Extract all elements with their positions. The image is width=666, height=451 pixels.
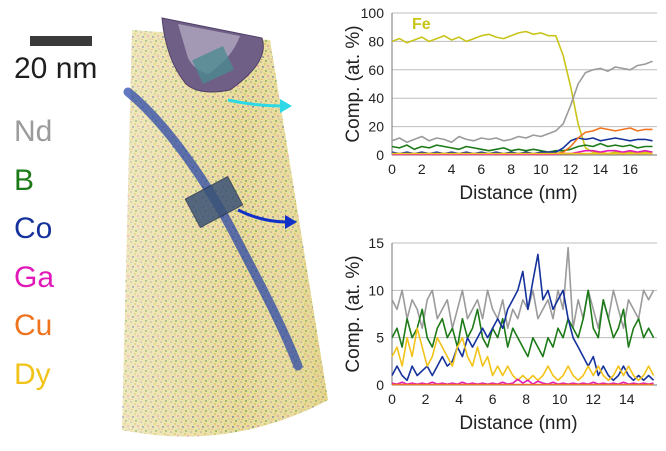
element-legend: Nd B Co Ga Cu Dy [14, 112, 54, 403]
chart2-y-tick-label-2: 10 [368, 282, 384, 298]
analysis-box-bottom [184, 175, 244, 229]
chart2-x-tick-label-1: 2 [422, 391, 430, 407]
chart1-x-tick-label-3: 6 [477, 161, 485, 177]
chart2-y-axis-title: Comp. (at. %) [343, 255, 364, 372]
chart2-y-tick-label-0: 0 [376, 377, 384, 393]
chart1-series-fe [391, 30, 653, 155]
chart2-x-tick-label-4: 8 [522, 391, 530, 407]
arrow-top-head [280, 99, 292, 113]
chart2-x-tick-label-6: 12 [585, 391, 601, 407]
legend-item-b: B [14, 163, 35, 197]
legend-item-cu: Cu [14, 309, 53, 342]
chart2-series-dy [391, 327, 655, 382]
chart1-x-tick-label-0: 0 [388, 161, 396, 177]
arrow-bottom [237, 208, 288, 224]
chart2-x-tick-label-0: 0 [388, 391, 396, 407]
chart1-y-tick-label-5: 100 [361, 5, 385, 21]
chart1-series-nd [391, 60, 653, 143]
chart1-x-tick-label-6: 12 [563, 161, 579, 177]
chart1-x-tick-label-1: 2 [418, 161, 426, 177]
chart1-y-tick-label-3: 60 [368, 62, 384, 78]
chart1-series-b [391, 142, 653, 153]
chart2-series-b [391, 289, 655, 358]
chart1-y-tick-label-4: 80 [368, 33, 384, 49]
chart2-x-axis-title: Distance (nm) [459, 413, 577, 434]
chart1-x-tick-label-7: 14 [593, 161, 609, 177]
chart1-x-tick-label-4: 8 [507, 161, 515, 177]
legend-item-co: Co [14, 212, 53, 245]
chart1-x-axis-title: Distance (nm) [459, 183, 577, 204]
chart1-y-axis-title: Comp. (at. %) [343, 25, 364, 142]
analysis-box-top [192, 46, 234, 84]
scale-bar [30, 36, 92, 46]
chart1-x-tick-label-2: 4 [448, 161, 456, 177]
chart1-y-tick-label-2: 40 [368, 90, 384, 106]
chart2-x-tick-label-3: 6 [489, 391, 497, 407]
scale-bar-label: 20 nm [14, 52, 98, 85]
chart2-y-tick-label-1: 5 [376, 330, 384, 346]
arrow-top [227, 98, 283, 108]
chart2-series-nd [391, 246, 655, 330]
chart2-y-tick-label-3: 15 [368, 235, 384, 251]
tip-shading [122, 30, 328, 437]
chart1-x-tick-label-8: 16 [622, 161, 638, 177]
legend-item-ga: Ga [14, 260, 55, 294]
chart2-x-tick-label-5: 10 [552, 391, 568, 407]
chart2-x-tick-label-2: 4 [455, 391, 463, 407]
legend-item-dy: Dy [14, 357, 51, 391]
chart1-y-tick-label-1: 20 [368, 119, 384, 135]
chart1-y-tick-label-0: 0 [376, 147, 384, 163]
chart1-annotation-fe: Fe [412, 16, 431, 33]
arrow-bottom-head [285, 215, 297, 229]
legend-item-nd: Nd [14, 115, 53, 148]
chart2-x-tick-label-7: 14 [619, 391, 635, 407]
chart1-x-tick-label-5: 10 [533, 161, 549, 177]
co-rich-boundary-band [123, 87, 303, 371]
chart2-series-co [391, 253, 655, 382]
